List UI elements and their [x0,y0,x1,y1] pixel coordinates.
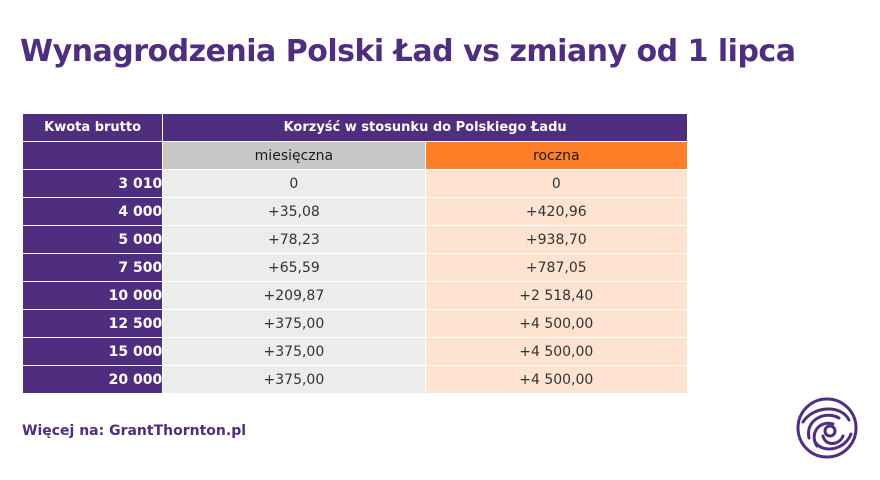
row-yearly: +4 500,00 [424,365,689,394]
row-yearly: +4 500,00 [424,337,689,366]
row-amount: 7 500 [21,253,164,282]
table-row: 7 500 +65,59 +787,05 [21,253,689,282]
table-row: 15 000 +375,00 +4 500,00 [21,337,689,366]
row-yearly: +787,05 [424,253,689,282]
footer-link[interactable]: Więcej na: GrantThornton.pl [22,423,247,439]
table-row: 5 000 +78,23 +938,70 [21,225,689,254]
header-yearly: roczna [424,141,689,170]
row-monthly: +375,00 [162,365,426,394]
row-amount: 3 010 [21,169,164,198]
table-row: 10 000 +209,87 +2 518,40 [21,281,689,310]
row-amount: 4 000 [21,197,164,226]
row-yearly: +4 500,00 [424,309,689,338]
row-yearly: 0 [424,169,689,198]
row-yearly: +938,70 [424,225,689,254]
row-amount: 20 000 [21,365,164,394]
header-benefit: Korzyść w stosunku do Polskiego Ładu [162,113,688,142]
header-monthly: miesięczna [162,141,426,170]
table-subheader-row: miesięczna roczna [21,141,689,170]
table-row: 4 000 +35,08 +420,96 [21,197,689,226]
page-title: Wynagrodzenia Polski Ład vs zmiany od 1 … [20,34,796,69]
header-empty-cell [21,141,164,170]
row-yearly: +2 518,40 [424,281,689,310]
table-header-row: Kwota brutto Korzyść w stosunku do Polsk… [21,113,688,142]
row-monthly: 0 [162,169,426,198]
row-monthly: +375,00 [162,337,426,366]
row-amount: 12 500 [21,309,164,338]
salary-comparison-table: Kwota brutto Korzyść w stosunku do Polsk… [21,113,689,394]
row-monthly: +209,87 [162,281,426,310]
row-amount: 5 000 [21,225,164,254]
row-amount: 10 000 [21,281,164,310]
row-yearly: +420,96 [424,197,689,226]
table-row: 12 500 +375,00 +4 500,00 [21,309,689,338]
row-monthly: +65,59 [162,253,426,282]
row-monthly: +78,23 [162,225,426,254]
header-gross-amount: Kwota brutto [21,113,164,142]
row-monthly: +35,08 [162,197,426,226]
table-row: 20 000 +375,00 +4 500,00 [21,365,689,394]
row-amount: 15 000 [21,337,164,366]
row-monthly: +375,00 [162,309,426,338]
grant-thornton-swirl-logo-icon [796,397,858,459]
table-row: 3 010 0 0 [21,169,689,198]
